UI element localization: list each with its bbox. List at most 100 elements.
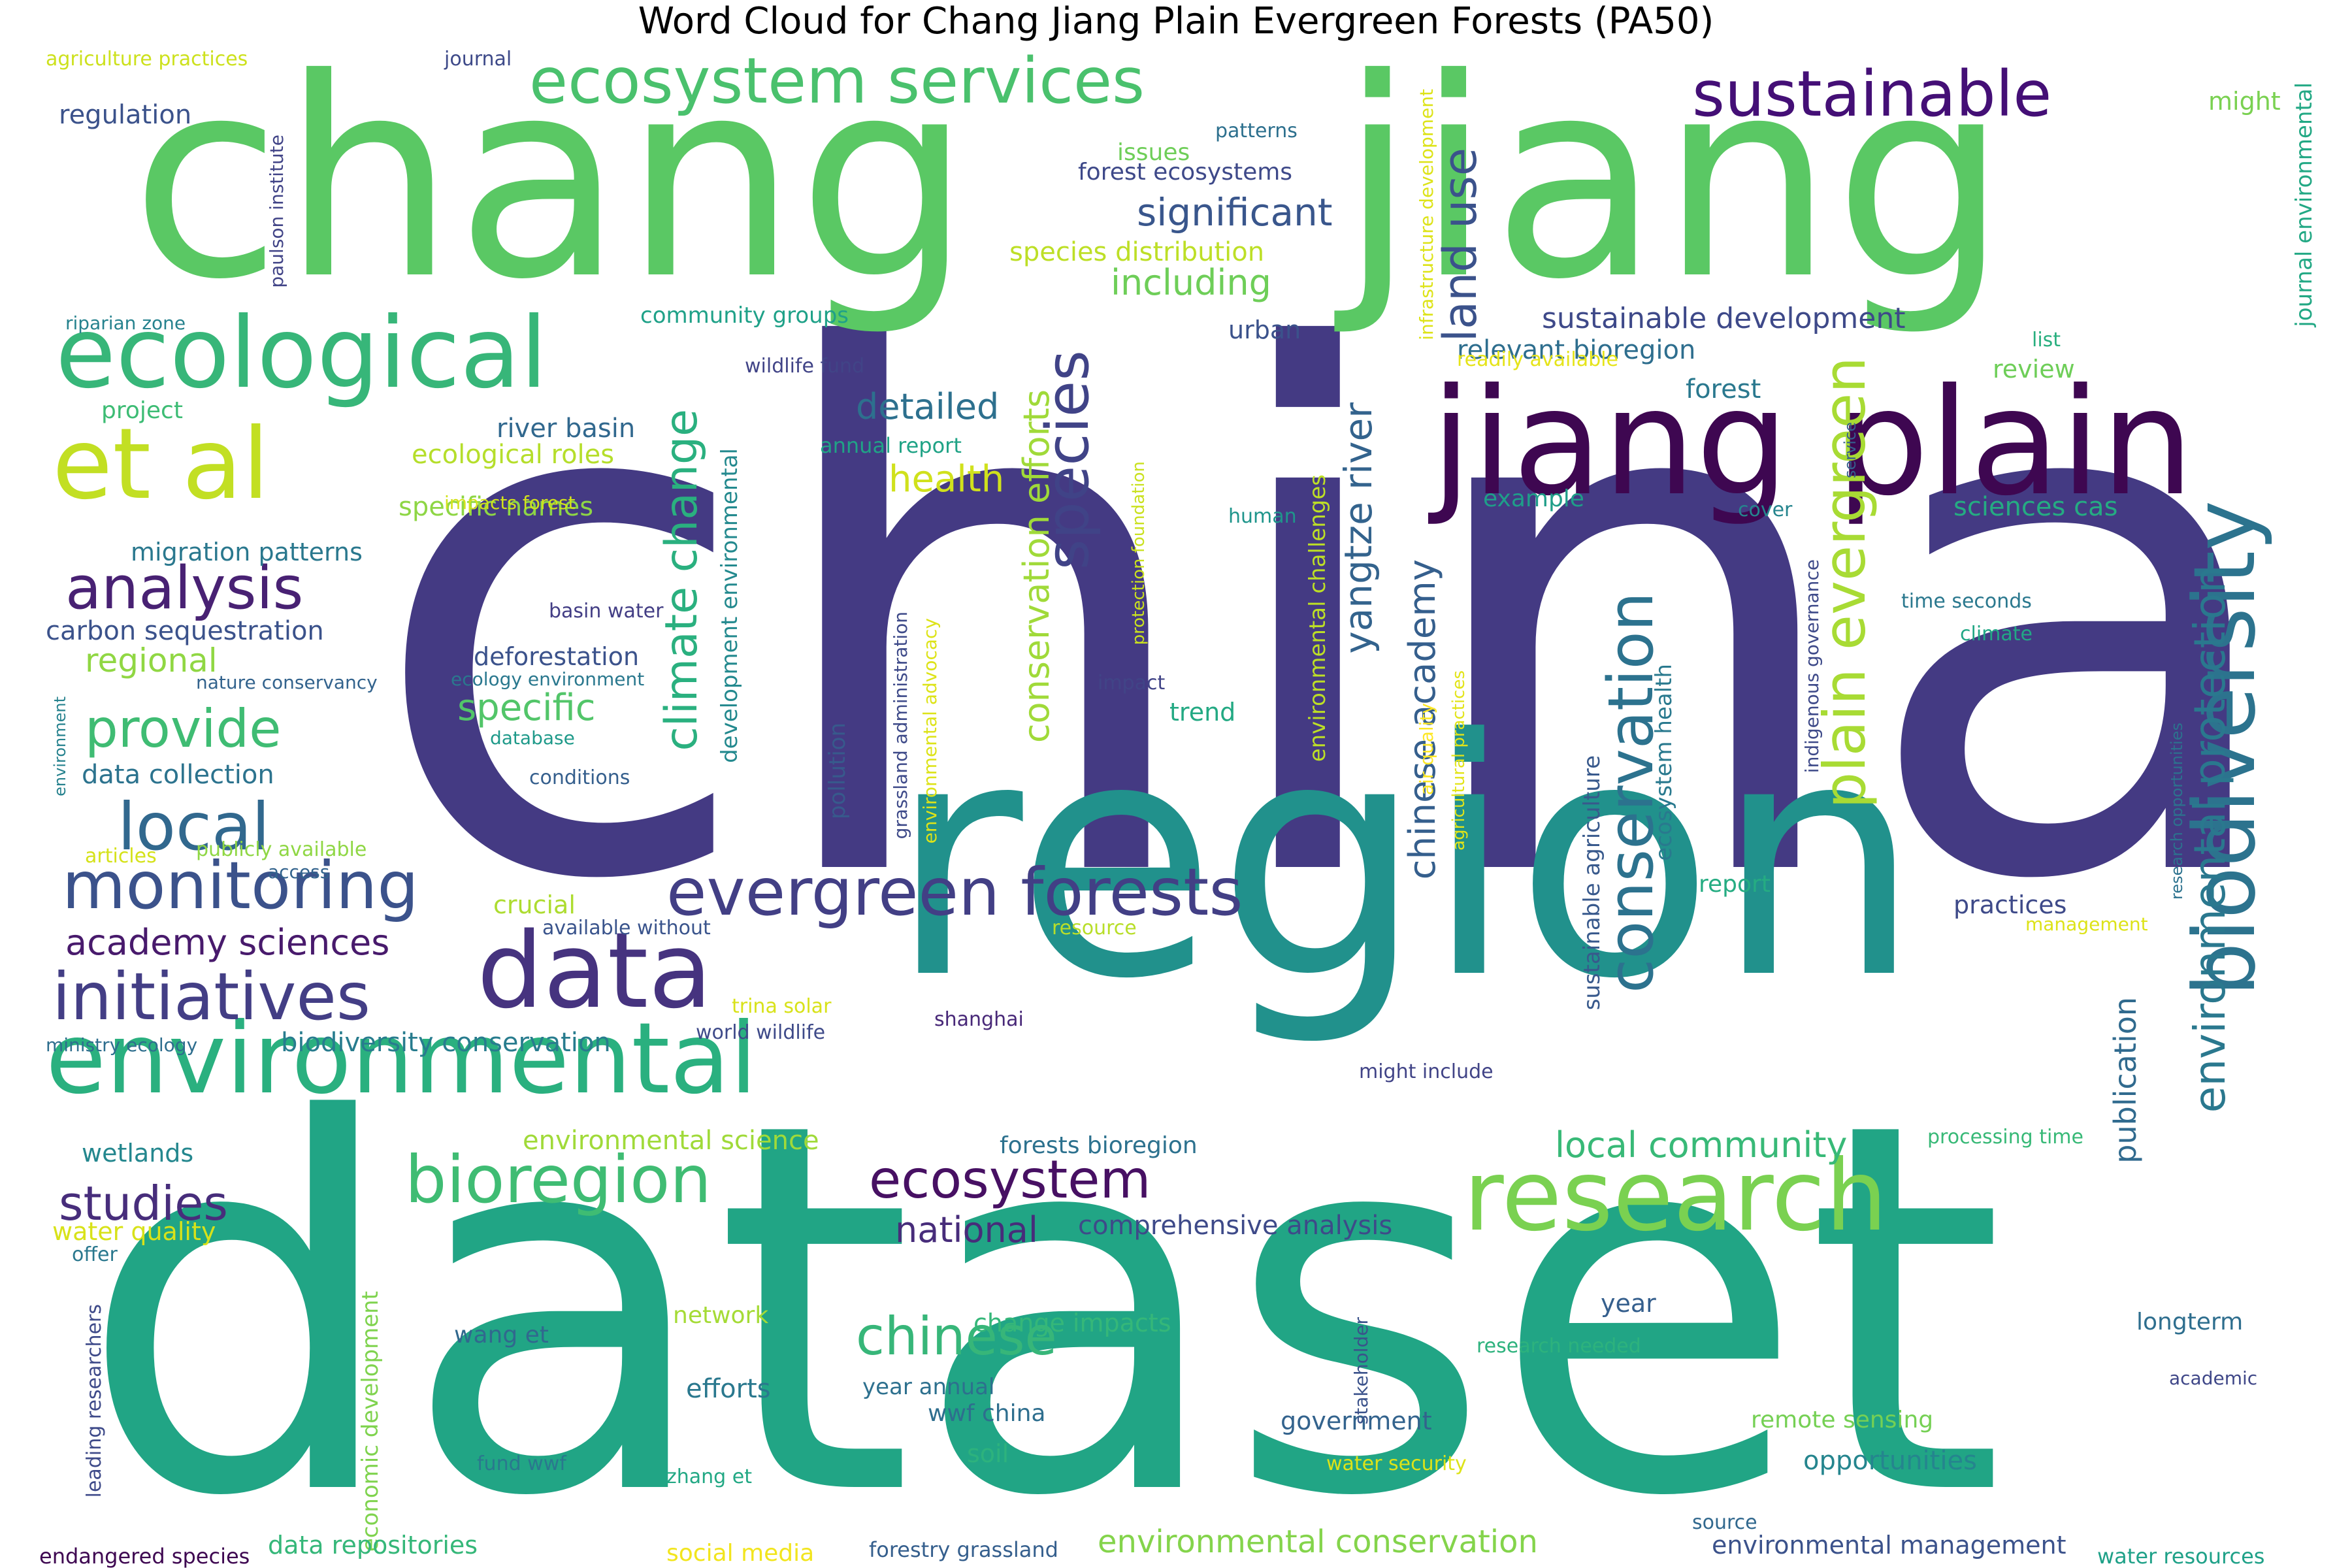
word-forests-bioregion: forests bioregion (1000, 1132, 1198, 1159)
word-et-al: et al (52, 408, 270, 521)
word-regulation: regulation (59, 100, 192, 130)
word-evergreen-forests: evergreen forests (666, 854, 1243, 930)
word-issues: issues (1117, 139, 1190, 166)
word-detailed: detailed (856, 386, 1000, 427)
word-chang: chang (131, 43, 972, 340)
word-yangtze-river: yangtze river (1336, 402, 1380, 654)
word-project: project (101, 397, 183, 424)
word-migration-patterns: migration patterns (131, 538, 363, 566)
word-human: human (1228, 505, 1297, 528)
word-wetlands: wetlands (82, 1139, 194, 1168)
word-research-opportunities: research opportunities (2168, 723, 2186, 900)
word-academic: academic (2169, 1367, 2258, 1389)
word-climate-change: climate change (656, 409, 708, 751)
word-local-community: local community (1555, 1124, 1848, 1166)
word-analysis: analysis (65, 554, 304, 623)
word-indigenous-governance: indigenous governance (1801, 559, 1823, 774)
word-forest: forest (1686, 374, 1761, 404)
word-journal-environmental: journal environmental (2291, 82, 2317, 327)
word-conservation-efforts: conservation efforts (1016, 389, 1057, 743)
word-community-groups: community groups (640, 302, 849, 329)
word-land-use: land use (1433, 148, 1487, 342)
word-longterm: longterm (2136, 1309, 2244, 1335)
word-china: china (366, 206, 2295, 1036)
word-sustainable: sustainable (1692, 57, 2052, 131)
word-forest-ecosystems: forest ecosystems (1078, 159, 1293, 186)
word-river-basin: river basin (497, 414, 636, 444)
word-chinese: chinese (856, 1306, 1057, 1367)
word-annual-report: annual report (820, 433, 962, 458)
word-ecology-environment: ecology environment (451, 668, 645, 690)
word-trend: trend (1169, 698, 1236, 727)
word-cover: cover (1738, 498, 1793, 521)
word-time-seconds: time seconds (1901, 590, 2032, 613)
word-practices: practices (1953, 890, 2067, 919)
word-carbon-sequestration: carbon sequestration (46, 616, 324, 646)
word-environmental-management: environmental management (1712, 1531, 2066, 1560)
word-endangered-species: endangered species (39, 1544, 250, 1568)
word-local: local (118, 789, 270, 865)
word-environmental-protection: environmental protection (2185, 566, 2235, 1113)
word-wildlife-fund: wildlife fund (745, 355, 865, 378)
word-environmental-challenges: environmental challenges (1305, 474, 1331, 762)
word-processing-time: processing time (1927, 1126, 2083, 1149)
word-specific-names: specific names (399, 492, 594, 522)
word-cloud: china dataset chang jiang region jiang plain e… (0, 43, 2352, 1568)
word-government: government (1281, 1407, 1432, 1435)
word-ecosystem-services: ecosystem services (529, 44, 1145, 118)
word-air-quality: air quality (1416, 703, 1437, 796)
word-access: access (268, 861, 330, 883)
word-year: year (1601, 1289, 1656, 1318)
word-sciences-cas: sciences cas (1953, 492, 2118, 522)
word-environmental-conservation: environmental conservation (1098, 1524, 1538, 1560)
word-publication: publication (2108, 997, 2143, 1164)
word-change-impacts: change impacts (973, 1309, 1171, 1337)
word-significant: significant (1137, 190, 1333, 235)
word-economic-development: economic development (357, 1291, 384, 1552)
word-health: health (889, 458, 1005, 500)
word-nature-conservancy: nature conservancy (196, 672, 378, 693)
word-articles: articles (85, 845, 157, 868)
word-sustainable-development: sustainable development (1542, 302, 1906, 335)
word-might-include: might include (1359, 1060, 1494, 1083)
word-protection-foundation: protection foundation (1129, 461, 1149, 645)
word-impacts-forest: impacts forest (444, 492, 576, 514)
word-crucial: crucial (493, 890, 576, 919)
word-monitoring: monitoring (62, 847, 419, 924)
word-climate: climate (1960, 623, 2033, 645)
word-grassland-administration: grassland administration (890, 612, 911, 840)
word-wwf-china: wwf china (928, 1400, 1046, 1427)
word-leading-researchers: leading researchers (83, 1304, 106, 1498)
word-research: research (1463, 1139, 1887, 1253)
word-ministry-ecology: ministry ecology (46, 1034, 198, 1056)
word-opportunities: opportunities (1803, 1446, 1977, 1476)
word-biodiversity-conservation: biodiversity conservation (281, 1028, 611, 1058)
word-data: data (477, 909, 713, 1032)
word-world-wildlife: world wildlife (696, 1021, 826, 1044)
word-academy-sciences: academy sciences (65, 922, 390, 963)
word-initiatives: initiatives (52, 958, 371, 1035)
word-research-needed: research needed (1477, 1335, 1641, 1358)
word-patterns: patterns (1215, 120, 1298, 142)
word-environmental-advocacy: environmental advocacy (919, 618, 941, 844)
word-remote-sensing: remote sensing (1751, 1407, 1934, 1433)
word-relevant-bioregion: relevant bioregion (1457, 335, 1696, 365)
word-agricultural-practices: agricultural practices (1449, 670, 1469, 851)
word-wang-et: wang et (454, 1322, 549, 1348)
word-report: report (1699, 871, 1771, 898)
word-network: network (673, 1302, 769, 1329)
word-example: example (1483, 485, 1584, 512)
word-source: source (1692, 1511, 1757, 1534)
word-forestry-grassland: forestry grassland (869, 1537, 1058, 1562)
word-readily-available: readily available (1457, 348, 1618, 371)
word-environment: environment (51, 696, 69, 796)
word-trina-solar: trina solar (732, 995, 832, 1018)
word-fund-wwf: fund wwf (477, 1452, 566, 1475)
word-journal: journal (444, 48, 512, 71)
word-ecological-roles: ecological roles (412, 440, 615, 470)
word-jiang: jiang (1339, 43, 2008, 340)
word-bioregion: bioregion (405, 1141, 711, 1218)
word-service: service (1841, 422, 1859, 478)
word-shanghai: shanghai (934, 1008, 1024, 1031)
word-environmental-science: environmental science (523, 1126, 819, 1156)
